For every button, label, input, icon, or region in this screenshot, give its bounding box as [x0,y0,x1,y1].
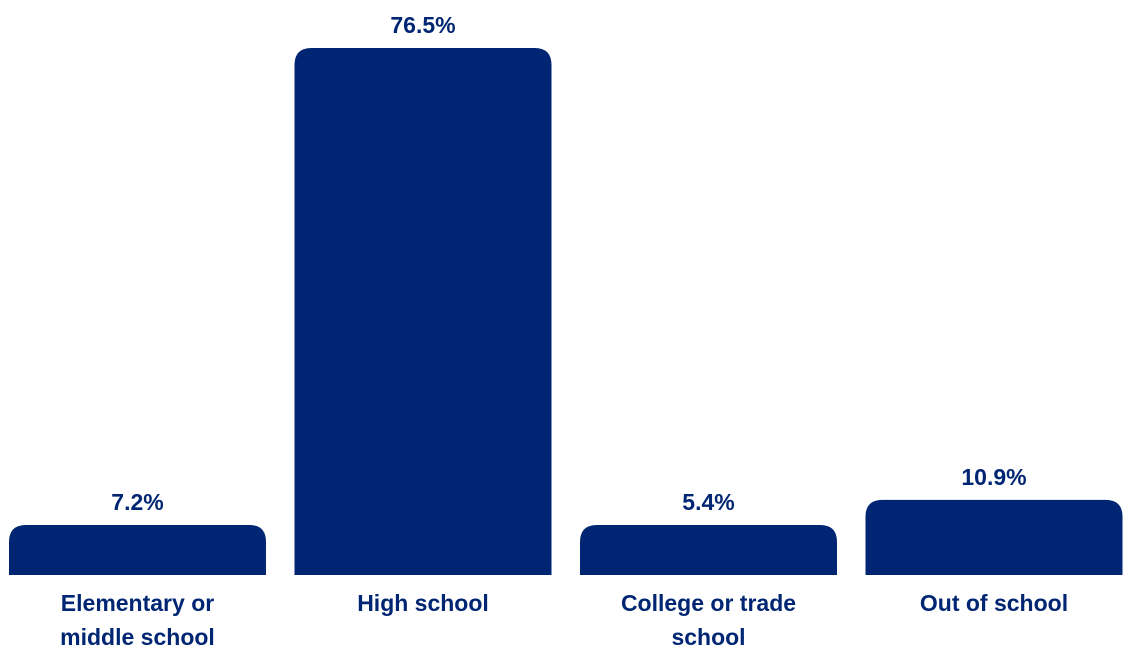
category-label-1-line-2: middle school [60,624,215,648]
bar-3 [580,525,837,575]
category-label-3-line-1: College or trade [621,590,796,616]
value-labels: 7.2% 76.5% 5.4% 10.9% [111,12,1026,515]
category-label-2-line-1: High school [357,590,489,616]
bar-1 [9,525,266,575]
value-label-2: 76.5% [390,12,455,38]
bar-2 [294,48,552,575]
category-label-4-line-1: Out of school [920,590,1068,616]
category-label-2: High school [357,590,489,616]
category-label-3: College or trade school [621,590,796,648]
category-label-1-line-1: Elementary or [61,590,214,616]
category-labels: Elementary or middle school High school Col… [60,590,1068,648]
category-label-1: Elementary or middle school [60,590,215,648]
bar-4 [865,499,1123,575]
value-label-4: 10.9% [961,464,1026,490]
value-label-3: 5.4% [682,489,734,515]
category-label-4: Out of school [920,590,1068,616]
category-label-3-line-2: school [671,624,745,648]
value-label-1: 7.2% [111,489,163,515]
bars [9,48,1123,575]
